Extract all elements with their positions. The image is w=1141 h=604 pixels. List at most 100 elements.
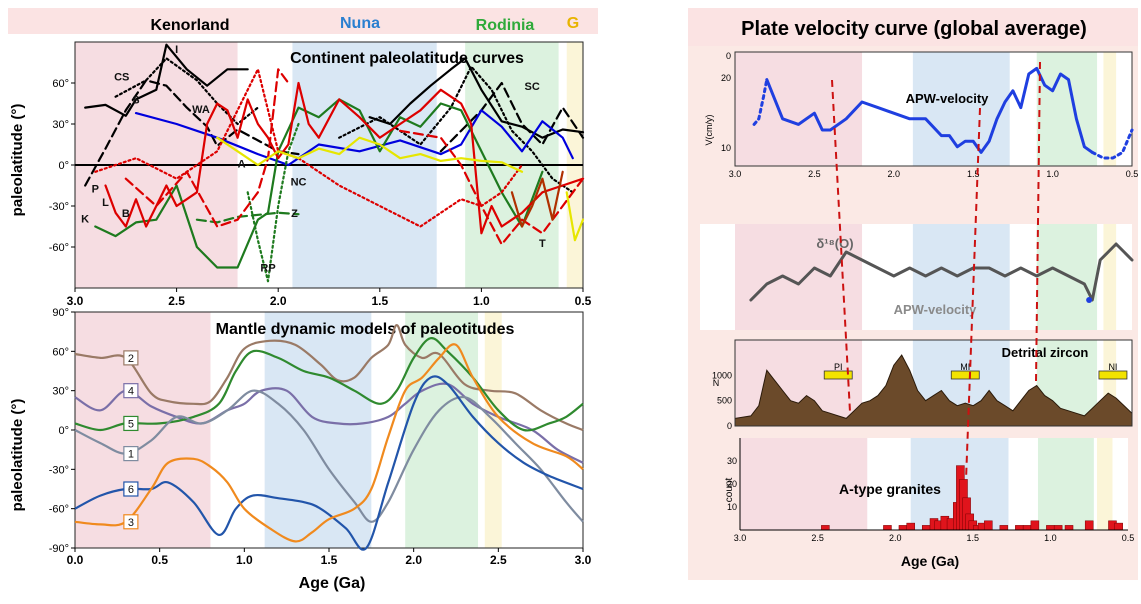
panel-b-ytick-label: 90° xyxy=(52,307,69,319)
panel-a-title: Continent paleolatitude curves xyxy=(290,50,524,67)
curve-label-s: S xyxy=(132,95,139,107)
panel-b-ytick-label: -60° xyxy=(49,504,69,516)
curve-label-t: T xyxy=(539,238,546,250)
panel-c-ytick-label: 20 xyxy=(721,73,731,83)
granite-bar xyxy=(1030,520,1040,531)
velocity-curve-1 xyxy=(752,78,769,126)
g-band xyxy=(1103,52,1117,166)
a-type-granites-chart: count A-type granites Age (Ga) 30 20 10 3.0… xyxy=(724,438,1134,569)
velocity-curve-2 xyxy=(1090,128,1134,160)
granite-bar xyxy=(921,525,931,531)
rodinia-label: Rodinia xyxy=(476,17,535,34)
orogen-label-mi: MI xyxy=(960,362,970,372)
orogen-box-pi xyxy=(823,370,853,380)
panel-f-xtick-label: 2.5 xyxy=(811,533,824,543)
panel-f-xtick-label: 1.0 xyxy=(1044,533,1057,543)
granite-bar xyxy=(1064,525,1074,531)
panel-b-xtick-label: 1.0 xyxy=(236,553,253,567)
panel-c-frame xyxy=(734,51,1133,167)
curve-label-p: P xyxy=(92,183,99,195)
panel-b-xtick-label: 1.5 xyxy=(321,553,338,567)
nuna-band xyxy=(264,312,372,548)
panel-a-series-12 xyxy=(399,129,585,246)
delta-o-label: δ¹⁸(O) xyxy=(816,236,853,251)
model-label-box-2 xyxy=(123,350,139,366)
granite-bar xyxy=(821,525,830,531)
curve-label-k: K xyxy=(81,213,89,225)
panel-f-xlabel: Age (Ga) xyxy=(901,553,959,569)
panel-a-ytick-label: 30° xyxy=(52,119,69,131)
model-curve-4 xyxy=(74,382,584,464)
panel-f-xtick-label: 0.5 xyxy=(1122,533,1135,543)
panel-a-xtick-label: 2.5 xyxy=(168,294,185,308)
panel-b-xtick-label: 3.0 xyxy=(575,553,592,567)
granite-bar xyxy=(984,520,993,531)
panel-f-ytick-label: 20 xyxy=(727,479,737,489)
curve-label-l: L xyxy=(102,197,109,209)
panel-a-ytick-label: -30° xyxy=(49,201,69,213)
panel-b-xlabel: Age (Ga) xyxy=(299,575,366,592)
granite-bar xyxy=(1053,525,1063,531)
panel-b-xtick-label: 2.0 xyxy=(405,553,422,567)
panel-a-xtick-label: 1.0 xyxy=(473,294,490,308)
orogen-box-mi xyxy=(950,370,980,380)
panel-a-series-14 xyxy=(510,170,564,228)
nuna-band xyxy=(912,224,1010,330)
panel-c-ytick-label: 10 xyxy=(721,143,731,153)
panel-a-series-9 xyxy=(246,122,300,283)
panel-a-xtick-label: 2.0 xyxy=(270,294,287,308)
panel-c-xtick-label: 2.5 xyxy=(808,169,821,179)
g-band xyxy=(1096,438,1113,530)
panel-f-xtick-label: 3.0 xyxy=(734,533,747,543)
curve-label-z: Z xyxy=(291,208,298,220)
delta-o-curve xyxy=(749,242,1134,302)
panel-c-annotation: APW-velocity xyxy=(906,91,990,106)
panel-c-ylabel: V(cm/y) xyxy=(704,115,714,146)
panel-e-ytick-label: 0 xyxy=(727,421,732,431)
kenorland-label: Kenorland xyxy=(150,17,229,34)
panel-a-series-10 xyxy=(104,81,585,235)
panel-b-ytick-label: -90° xyxy=(49,543,69,555)
curve-label-i: I xyxy=(175,44,178,56)
correlation-line-1 xyxy=(965,107,981,481)
panel-b-ytick-label: -30° xyxy=(49,464,69,476)
granite-bar xyxy=(906,522,915,531)
panel-a-series-16 xyxy=(565,191,585,242)
panel-e-ylabel: N xyxy=(713,378,720,388)
panel-f-xtick-label: 2.0 xyxy=(889,533,902,543)
g-band xyxy=(1103,224,1117,330)
panel-d-bands xyxy=(735,224,1117,330)
rodinia-band xyxy=(1036,224,1098,330)
model-label-4: 4 xyxy=(128,386,134,398)
orogen-label-pi: PI xyxy=(834,362,843,372)
panel-b-title: Mantle dynamic models of paleotitudes xyxy=(216,321,515,338)
nuna-label: Nuna xyxy=(340,15,380,32)
model-curve-1 xyxy=(74,389,584,523)
panel-f-xtick-label: 1.5 xyxy=(967,533,980,543)
curve-label-wa: WA xyxy=(192,104,210,116)
panel-a-ytick-label: -60° xyxy=(49,242,69,254)
oxygen-isotope-chart: δ¹⁸(O) APW-velocity xyxy=(700,224,1134,330)
mantle-models-chart: paleolatitude (°) Mantle dynamic models … xyxy=(9,307,592,592)
granite-bar xyxy=(1114,522,1123,531)
granite-bar xyxy=(999,525,1009,531)
panel-a-series-11 xyxy=(124,68,290,228)
panel-c-xtick-label: 0.5 xyxy=(1126,169,1139,179)
panel-c-xtick-label: 3.0 xyxy=(729,169,742,179)
panel-b-ytick-label: 0° xyxy=(58,425,69,437)
panel-a-series-13 xyxy=(94,68,524,228)
panel-a-series-15 xyxy=(216,136,524,173)
panel-e-ytick-label: 500 xyxy=(717,396,732,406)
kenorland-band xyxy=(740,438,868,530)
detrital-zircon-chart: Detrital zircon N 1000 500 0 PI MI NI xyxy=(712,339,1133,431)
curve-label-a: A xyxy=(238,159,246,171)
model-label-box-4 xyxy=(123,383,139,399)
model-curve-5 xyxy=(74,337,584,432)
model-label-2: 2 xyxy=(128,353,134,365)
model-label-box-1 xyxy=(123,446,139,462)
panel-a-xtick-label: 3.0 xyxy=(67,294,84,308)
rodinia-band xyxy=(1037,438,1094,530)
nuna-band xyxy=(912,52,1010,166)
curve-label-rp: RP xyxy=(260,263,275,275)
